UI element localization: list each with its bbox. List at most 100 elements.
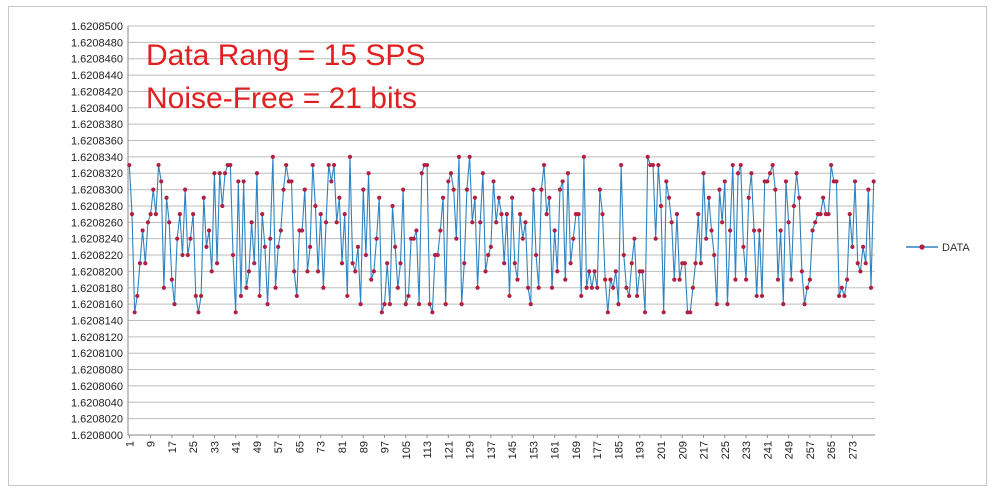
data-point [254,171,260,176]
data-point [137,261,143,266]
data-point [318,212,323,217]
x-tick-label: 105 [401,441,413,459]
data-point [714,302,719,307]
data-point [180,252,185,258]
data-point [220,203,225,209]
annotation-data-rate: Data Rang = 15 SPS [146,39,425,72]
x-tick-label: 129 [465,441,477,459]
data-point [837,293,842,299]
data-point [767,171,773,176]
data-point [712,252,717,258]
data-point [860,244,866,249]
data-point [374,236,379,241]
legend: DATA [906,242,970,254]
x-tick-label: 81 [337,441,349,453]
data-point [156,162,161,168]
chart-frame: 1.6208500 1.6208480 1.6208460 1.6208440 1.62… [8,6,987,486]
data-point [855,261,860,266]
data-point [502,261,507,266]
data-point [353,269,358,274]
data-point [438,228,443,233]
data-point [276,244,281,249]
data-point [677,277,682,282]
data-point [565,171,571,176]
data-point [424,162,430,168]
data-point [589,285,594,290]
data-point [858,269,863,274]
data-point [321,285,326,290]
data-point [459,302,464,307]
data-point [401,187,406,192]
x-tick-label: 65 [294,441,306,453]
data-point [664,179,669,184]
x-tick-label: 257 [805,441,817,459]
data-point [246,269,252,274]
y-tick-label: 1.6208260 [71,217,123,229]
data-point [206,228,212,233]
data-point [329,179,334,184]
data-point [310,162,315,168]
x-axis: 1 9 17 25 33 41 49 57 65 73 81 89 97 105 113 121 129 137 1… [124,434,875,459]
data-point [379,310,384,315]
data-point [478,220,483,225]
y-tick-label: 1.6208140 [71,315,123,327]
data-point [135,293,140,299]
data-point [632,236,637,241]
data-point [228,162,233,168]
data-point [587,269,592,274]
data-point [494,220,499,225]
x-tick-label: 265 [826,441,838,459]
data-point [406,293,411,299]
x-tick-label: 233 [741,441,753,459]
data-point [486,252,491,258]
data-point [616,302,621,307]
data-point [605,310,610,315]
data-point [844,277,850,282]
data-point [789,277,794,282]
data-point [358,302,363,307]
data-point [805,285,810,290]
data-point [153,212,159,217]
data-point [536,285,541,290]
data-point [786,220,791,225]
data-point [725,302,730,307]
y-tick-label: 1.6208300 [71,185,123,197]
data-point [393,244,398,249]
data-point [212,171,217,176]
data-point [595,285,600,290]
data-point [462,261,467,266]
data-point [839,285,844,290]
y-tick-label: 1.6208160 [71,299,123,311]
data-point [496,195,501,200]
data-point [443,302,448,307]
x-tick-label: 201 [656,441,668,459]
data-point [448,171,454,176]
data-point [759,293,765,299]
data-point [398,261,403,266]
data-point [821,195,826,200]
y-tick-label: 1.6208020 [71,414,123,426]
data-point [390,203,395,209]
data-point [653,236,658,241]
data-point [791,203,797,209]
data-point [472,195,478,200]
data-point [268,236,273,241]
data-point [387,302,392,307]
data-point [241,179,246,184]
data-point [289,179,294,184]
y-tick-label: 1.6208120 [71,332,123,344]
data-point [688,310,693,315]
data-point [185,252,190,258]
data-point [315,269,321,274]
data-point [148,212,153,217]
data-point [199,293,204,299]
data-point [627,293,632,299]
data-point [674,212,680,217]
data-point [451,187,456,192]
data-point [454,236,459,241]
y-tick-label: 1.6208320 [71,168,123,180]
y-tick-label: 1.6208480 [71,37,123,49]
data-point [717,187,722,192]
data-point [624,285,629,290]
data-point [741,244,746,249]
